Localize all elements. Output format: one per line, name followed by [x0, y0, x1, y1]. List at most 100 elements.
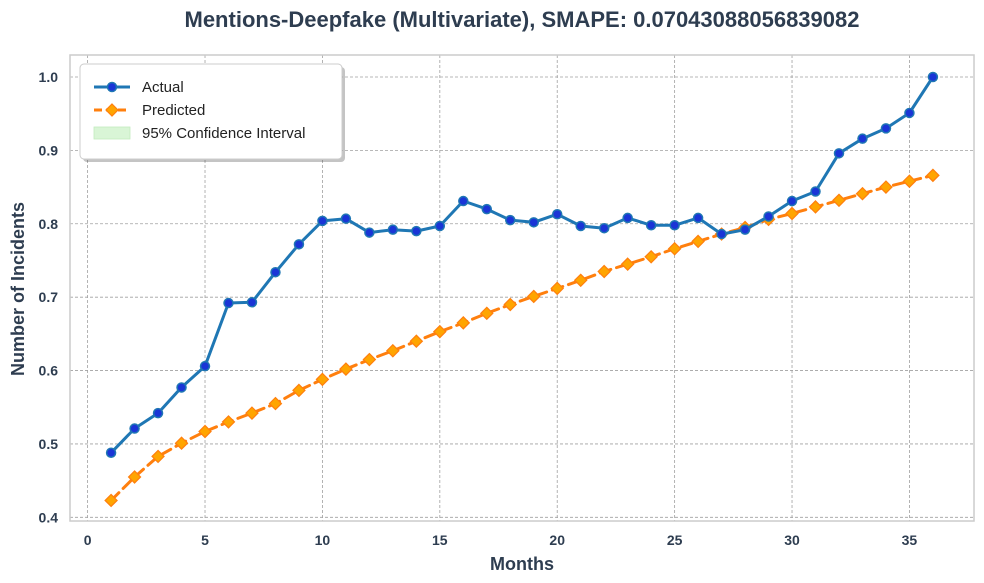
data-point-predicted: [479, 306, 494, 321]
data-point-predicted: [926, 168, 940, 183]
y-tick-label: 0.4: [39, 509, 59, 525]
x-tick-label: 35: [902, 532, 918, 548]
data-point-actual: [411, 225, 422, 237]
data-point-actual: [810, 186, 821, 197]
data-point-predicted: [832, 193, 846, 208]
tick-labels: 0 5 10 15 20 25 30 35 0.4 0.5 0.6 0.7 0.8 0.9 1.0: [39, 69, 918, 548]
data-point-predicted: [104, 493, 118, 508]
series-actual: [105, 71, 939, 459]
data-point-actual: [458, 195, 469, 207]
data-point-actual: [880, 123, 892, 134]
legend: Actual Predicted 95% Confidence Interval: [79, 63, 345, 162]
series-layer: [104, 71, 940, 508]
data-point-predicted: [855, 186, 870, 201]
data-point-predicted: [620, 257, 635, 271]
data-point-actual: [434, 220, 446, 232]
data-point-actual: [575, 220, 586, 232]
data-point-predicted: [785, 206, 799, 221]
legend-item-predicted: Predicted: [94, 102, 205, 119]
data-point-predicted: [503, 297, 518, 312]
data-point-actual: [598, 222, 610, 234]
x-axis-label: Months: [490, 554, 554, 574]
data-point-actual: [763, 211, 774, 222]
data-point-actual: [317, 215, 328, 227]
data-point-actual: [152, 407, 164, 419]
data-point-predicted: [151, 449, 165, 464]
data-point-actual: [129, 423, 140, 434]
data-point-actual: [105, 447, 117, 459]
data-point-predicted: [268, 396, 283, 411]
x-tick-label: 10: [315, 532, 331, 548]
x-tick-label: 25: [667, 532, 683, 548]
data-point-actual: [833, 148, 845, 159]
data-point-actual: [364, 227, 375, 238]
legend-label: Actual: [142, 79, 184, 96]
data-point-actual: [669, 220, 680, 231]
data-point-actual: [293, 239, 305, 250]
data-point-predicted: [174, 436, 189, 451]
data-point-predicted: [292, 383, 306, 398]
data-point-predicted: [198, 424, 212, 439]
x-tick-label: 30: [784, 532, 800, 548]
data-point-predicted: [691, 234, 705, 249]
legend-swatch-marker: [106, 81, 118, 93]
data-point-predicted: [667, 241, 682, 256]
data-point-actual: [716, 228, 727, 240]
data-point-predicted: [526, 289, 541, 304]
y-tick-label: 1.0: [39, 69, 59, 85]
chart-title: Mentions-Deepfake (Multivariate), SMAPE:…: [185, 7, 860, 32]
data-point-actual: [692, 212, 704, 224]
data-point-actual: [481, 203, 493, 215]
data-point-predicted: [315, 372, 330, 387]
data-point-actual: [857, 133, 868, 144]
x-tick-label: 0: [84, 532, 92, 548]
y-tick-label: 0.5: [39, 436, 59, 452]
data-point-predicted: [339, 362, 353, 376]
x-tick-label: 15: [432, 532, 448, 548]
data-point-actual: [199, 360, 211, 372]
data-point-actual: [622, 212, 633, 224]
data-point-predicted: [573, 273, 588, 288]
legend-items: Actual Predicted 95% Confidence Interval: [93, 79, 305, 142]
data-point-predicted: [644, 249, 658, 264]
data-point-actual: [270, 266, 281, 278]
y-tick-label: 0.7: [39, 289, 59, 305]
data-point-actual: [528, 217, 539, 228]
data-point-predicted: [432, 324, 447, 339]
data-point-actual: [904, 107, 915, 119]
data-point-actual: [340, 213, 352, 224]
data-point-predicted: [597, 264, 612, 279]
legend-item-actual: Actual: [94, 79, 184, 96]
y-tick-label: 0.8: [39, 216, 59, 232]
data-point-actual: [927, 71, 939, 83]
data-point-actual: [176, 382, 187, 393]
x-tick-label: 20: [549, 532, 565, 548]
legend-label: 95% Confidence Interval: [142, 125, 305, 142]
y-tick-label: 0.9: [39, 142, 59, 158]
data-point-predicted: [245, 406, 259, 420]
data-point-predicted: [386, 343, 400, 358]
legend-label: Predicted: [142, 102, 205, 119]
data-point-predicted: [550, 281, 565, 296]
data-point-actual: [505, 214, 516, 226]
y-tick-label: 0.6: [39, 363, 59, 379]
data-point-predicted: [879, 180, 893, 194]
data-point-actual: [223, 297, 234, 309]
data-point-predicted: [808, 200, 823, 214]
data-point-predicted: [127, 470, 142, 484]
data-point-actual: [786, 195, 798, 207]
data-point-actual: [645, 220, 657, 231]
data-point-predicted: [221, 415, 236, 429]
legend-box: [79, 63, 343, 160]
legend-item-95-confidence-interval: 95% Confidence Interval: [93, 125, 305, 142]
data-point-actual: [551, 208, 563, 220]
legend-swatch-band: [93, 126, 131, 140]
data-point-actual: [246, 297, 258, 308]
y-axis-label: Number of Incidents: [8, 202, 28, 376]
data-point-predicted: [362, 352, 377, 367]
data-point-actual: [739, 224, 751, 235]
x-tick-label: 5: [201, 532, 209, 548]
data-point-predicted: [456, 316, 471, 330]
data-point-predicted: [902, 174, 917, 189]
